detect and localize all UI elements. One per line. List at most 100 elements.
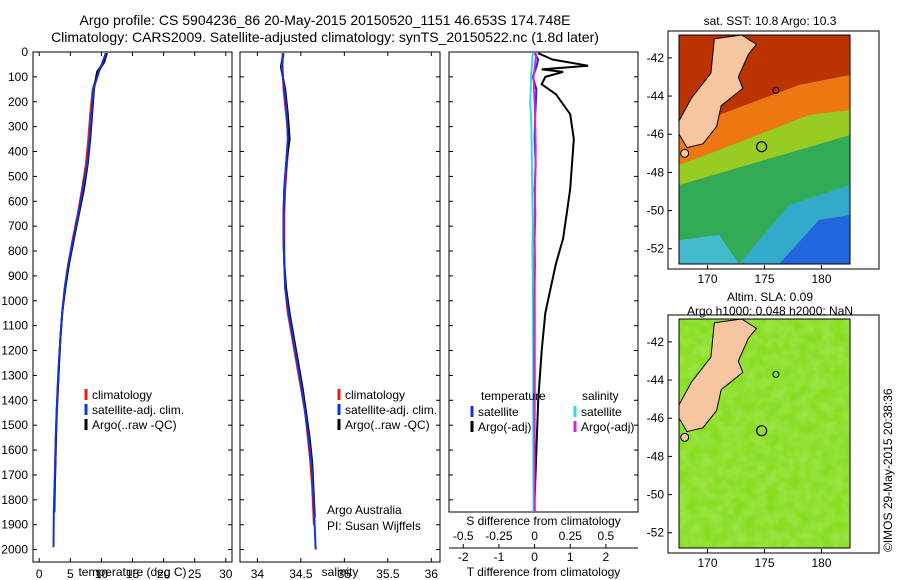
sst-map-inner-frame [678, 34, 851, 265]
sst-argo-marker [756, 141, 768, 153]
sla-map-ytick-label: -48 [647, 449, 665, 463]
legend-label: Argo(..raw -QC) [345, 418, 430, 432]
sst-map-ytick-label: -44 [647, 89, 665, 103]
difference-xlabel-top: S difference from climatology [466, 514, 621, 528]
sst-map-panel: sat. SST: 10.8 Argo: 10.3 -42 -44 -46 -48 -50… [647, 14, 880, 286]
sst-band-cold [779, 215, 850, 264]
temperature-panel: 0 5 10 15 20 25 30 temperature (deg C) 0 100 200 30… [1, 45, 232, 580]
temperature-ytick-label: 300 [8, 120, 28, 134]
sst-map-title: sat. SST: 10.8 Argo: 10.3 [704, 14, 837, 28]
temperature-ytick-label: 500 [8, 169, 28, 183]
temperature-ytick-label: 1400 [1, 393, 28, 407]
sla-map-ytick-label: -52 [647, 526, 665, 540]
salinity-xtick-label: 35 [338, 567, 352, 580]
sst-map-ytick-label: -52 [647, 242, 665, 256]
sla-map-xtick-label: 180 [811, 556, 831, 570]
salinity-xlabel: salinity [322, 565, 359, 579]
salinity-xtick-label: 34.5 [289, 567, 313, 580]
temperature-ytick-label: 1100 [2, 319, 28, 333]
temperature-axes-box [32, 51, 233, 563]
sla-map-xtick-label: 170 [697, 556, 717, 570]
imos-credit: ©IMOS 29-May-2015 20:38:36 [881, 388, 895, 552]
legend-label: satellite [478, 405, 519, 419]
sst-map-xtick-label: 170 [697, 272, 717, 286]
difference-axes-box [448, 51, 639, 513]
temperature-xtick-label: 20 [157, 567, 171, 580]
sst-map-xtick-label: 175 [754, 272, 774, 286]
sla-texture [679, 319, 850, 548]
figure-title-line2: Climatology: CARS2009. Satellite-adjuste… [51, 29, 599, 45]
sla-argo-marker [756, 425, 768, 437]
sla-map-inner-frame [678, 318, 851, 549]
sla-map-ytick-label: -42 [647, 335, 665, 349]
difference-panel: -2 -1 0 1 2T difference from climatology -0.5… [448, 51, 639, 579]
difference-series-line [529, 53, 535, 512]
temperature-ytick-label: 900 [8, 269, 28, 283]
seamount-contour [772, 370, 780, 378]
sst-map-ytick-label: -42 [647, 51, 665, 65]
difference-xtick-top-label: 0.25 [559, 529, 583, 543]
temperature-ytick-label: 2000 [1, 543, 28, 557]
figure-title-line1: Argo profile: CS 5904236_86 20-May-2015 … [79, 12, 571, 28]
temperature-ytick-label: 700 [8, 219, 28, 233]
land-island [680, 432, 690, 442]
sla-map-ytick-label: -44 [647, 373, 665, 387]
temperature-xlabel: temperature (deg C) [78, 565, 186, 579]
difference-xlabel: T difference from climatology [467, 565, 621, 579]
sla-map-xtick-label: 175 [754, 556, 774, 570]
difference-xtick-label: 1 [567, 550, 574, 564]
sst-map-ytick-label: -46 [647, 127, 665, 141]
legend-label: Argo(-adj) [478, 420, 531, 434]
difference-xtick-label: 0 [531, 550, 538, 564]
difference-series-line [532, 53, 538, 512]
sla-map-title-line2: Argo h1000: 0.048 h2000: NaN [687, 304, 853, 318]
temperature-ytick-label: 400 [8, 145, 28, 159]
land-island [680, 148, 690, 158]
land-new-zealand [679, 319, 758, 433]
temperature-ytick-label: 600 [8, 194, 28, 208]
temperature-ytick-label: 1500 [1, 418, 28, 432]
difference-xtick-top-label: 0 [531, 529, 538, 543]
annotation-line: PI: Susan Wijffels [327, 519, 421, 533]
seamount-contour [772, 86, 780, 94]
difference-xtick-label: -1 [494, 550, 505, 564]
legend-heading: temperature [481, 389, 546, 403]
sst-band-orange [679, 75, 850, 165]
legend-label: climatology [92, 388, 152, 402]
temperature-xtick-label: 0 [36, 567, 43, 580]
sla-map-outer-frame [667, 314, 880, 554]
temperature-ytick-label: 1700 [1, 468, 28, 482]
sst-map-xtick-label: 180 [811, 272, 831, 286]
temperature-xtick-label: 10 [95, 567, 109, 580]
legend-label: satellite-adj. clim. [92, 403, 184, 417]
land-new-zealand [679, 35, 758, 149]
difference-xtick-label: 2 [603, 550, 610, 564]
temperature-ytick-label: 800 [8, 244, 28, 258]
sst-map-outer-frame [667, 30, 880, 270]
sst-map-ytick-label: -50 [647, 204, 665, 218]
sla-map-ytick-label: -50 [647, 488, 665, 502]
sst-band-cool-west [679, 235, 739, 264]
salinity-xtick-label: 35.5 [376, 567, 400, 580]
temperature-ytick-label: 0 [21, 45, 28, 59]
legend-label: Argo(-adj) [581, 420, 634, 434]
sla-map-title-line1: Altim. SLA: 0.09 [727, 290, 813, 304]
temperature-xtick-label: 5 [67, 567, 74, 580]
temperature-ytick-label: 1900 [1, 518, 28, 532]
temperature-ytick-label: 1200 [1, 344, 28, 358]
sla-map-ytick-label: -46 [647, 411, 665, 425]
salinity-panel: 34 34.5 35 35.5 36 salinity climatologysatelli… [239, 51, 441, 580]
temperature-series-line [52, 52, 107, 548]
temperature-ytick-label: 1800 [1, 493, 28, 507]
legend-label: climatology [345, 388, 405, 402]
legend-label: Argo(..raw -QC) [92, 418, 177, 432]
temperature-ytick-label: 100 [8, 70, 28, 84]
sst-map-ytick-label: -48 [647, 165, 665, 179]
temperature-ytick-label: 1600 [1, 443, 28, 457]
difference-xtick-top-label: -0.25 [485, 529, 513, 543]
difference-xtick-label: -2 [458, 550, 469, 564]
temperature-xtick-label: 30 [219, 567, 233, 580]
temperature-ytick-label: 1300 [1, 368, 28, 382]
